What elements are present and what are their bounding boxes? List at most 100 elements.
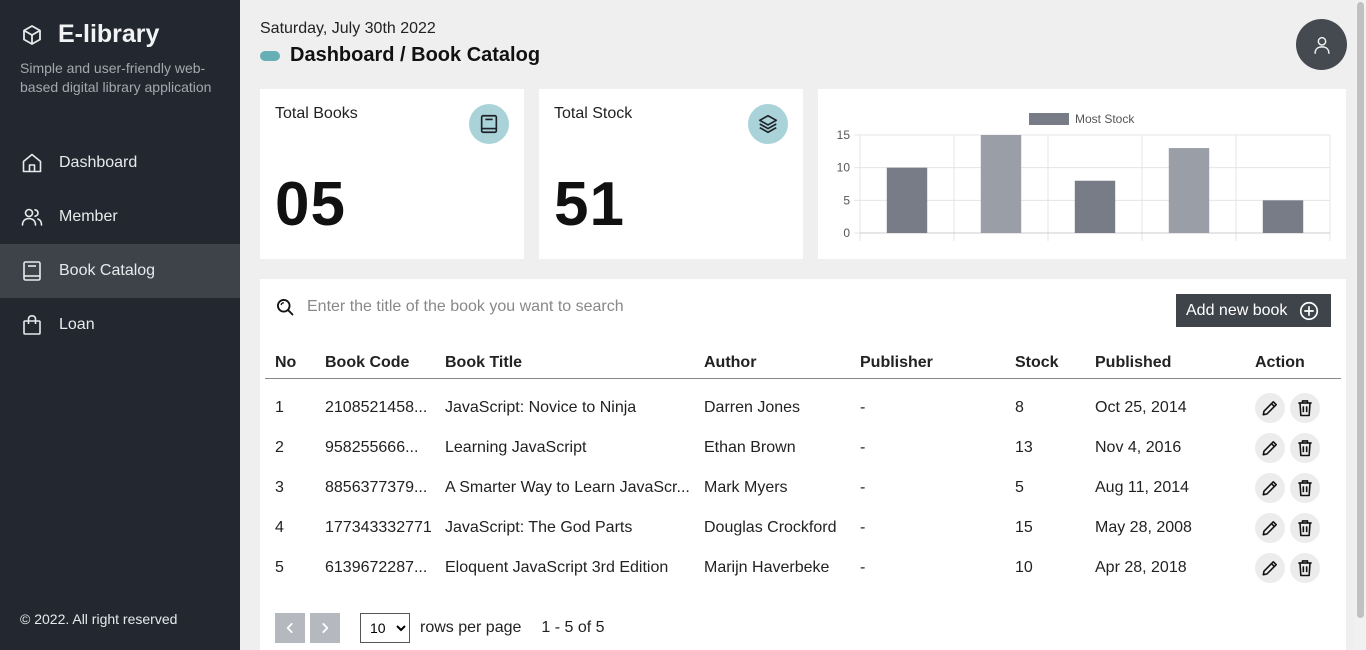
stock: 8: [1015, 399, 1024, 417]
stock-cell: 13: [1015, 428, 1095, 468]
legend-label: Most Stock: [1075, 112, 1135, 126]
most-stock-chart-card: 0 5 10 15 Most Stock: [818, 89, 1346, 259]
copyright-footer: © 2022. All right reserved: [20, 611, 178, 627]
column-header-author[interactable]: Author: [704, 348, 860, 379]
brand[interactable]: E-library: [20, 20, 159, 49]
add-new-book-label: Add new book: [1186, 301, 1288, 319]
sidebar-item-label: Dashboard: [59, 154, 138, 171]
book-code-cell: 958255666...: [325, 428, 445, 468]
table-row: 4 177343332771 JavaScript: The God Parts Do…: [265, 508, 1341, 548]
legend-swatch: [1029, 113, 1069, 125]
delete-button[interactable]: [1290, 393, 1320, 424]
action-cell: [1255, 428, 1341, 468]
page-title: Dashboard / Book Catalog: [290, 44, 541, 66]
stock: 10: [1015, 559, 1033, 576]
published-date: Nov 4, 2016: [1095, 439, 1182, 456]
author: Marijn Haverbeke: [704, 559, 830, 576]
published-date-cell: Aug 11, 2014: [1095, 468, 1255, 508]
publisher-cell: -: [860, 428, 1015, 468]
table-row: 1 2108521458... JavaScript: Novice to Ninj…: [265, 378, 1341, 428]
bag-icon: [23, 315, 41, 335]
y-tick-label: 10: [837, 161, 851, 175]
total-stock-value: 51: [554, 170, 625, 239]
column-header-book-title[interactable]: Book Title: [445, 348, 704, 379]
total-stock-card: Total Stock 51: [539, 89, 803, 259]
action-cell: [1255, 548, 1341, 588]
chart-bar: [1168, 148, 1210, 233]
column-header-publisher[interactable]: Publisher: [860, 348, 1015, 379]
search-input[interactable]: [307, 298, 907, 316]
author-cell: Marijn Haverbeke: [704, 548, 860, 588]
column-header-book-code[interactable]: Book Code: [325, 348, 445, 379]
edit-button[interactable]: [1255, 553, 1285, 583]
row-no-cell: 1: [265, 378, 325, 428]
book-code-cell: 177343332771: [325, 508, 445, 548]
total-books-label: Total Books: [275, 105, 358, 122]
scrollbar-thumb[interactable]: [1357, 2, 1364, 618]
pencil-icon: [1262, 561, 1277, 576]
sidebar-item-label: Member: [59, 208, 118, 225]
previous-page-button[interactable]: [275, 613, 305, 643]
delete-button[interactable]: [1290, 433, 1320, 463]
book-code-cell: 2108521458...: [325, 378, 445, 428]
stock: 15: [1015, 519, 1033, 536]
stock: 5: [1015, 479, 1024, 496]
row-no-cell: 2: [265, 428, 325, 468]
current-date: Saturday, July 30th 2022: [260, 20, 436, 37]
next-page-button[interactable]: [310, 613, 340, 643]
sidebar-item-label: Loan: [59, 316, 95, 333]
pencil-icon: [1262, 521, 1277, 536]
users-icon: [21, 208, 43, 226]
published-date-cell: Apr 28, 2018: [1095, 548, 1255, 588]
book-code: 8856377379...: [325, 479, 428, 496]
published-date: Apr 28, 2018: [1095, 559, 1187, 576]
author-cell: Douglas Crockford: [704, 508, 860, 548]
chart-bar: [1262, 200, 1304, 233]
action-cell: [1255, 468, 1341, 508]
published-date-cell: May 28, 2008: [1095, 508, 1255, 548]
book-title: A Smarter Way to Learn JavaScr...: [445, 479, 690, 496]
plus-circle-icon: [1299, 301, 1319, 321]
sidebar-item-member[interactable]: Member: [0, 190, 240, 244]
edit-button[interactable]: [1255, 473, 1285, 503]
column-header-stock[interactable]: Stock: [1015, 348, 1095, 379]
layers-icon: [758, 114, 778, 134]
trash-icon: [1298, 400, 1312, 417]
author: Douglas Crockford: [704, 519, 837, 536]
publisher-cell: -: [860, 508, 1015, 548]
table-row: 2 958255666... Learning JavaScript Ethan Br…: [265, 428, 1341, 468]
sidebar-item-book-catalog[interactable]: Book Catalog: [0, 244, 240, 298]
page-scrollbar[interactable]: [1355, 0, 1366, 650]
book-title-cell: Eloquent JavaScript 3rd Edition: [445, 548, 704, 588]
author: Mark Myers: [704, 479, 788, 496]
sidebar-item-loan[interactable]: Loan: [0, 298, 240, 352]
book-code: 177343332771: [325, 519, 432, 536]
delete-button[interactable]: [1290, 553, 1320, 583]
delete-button[interactable]: [1290, 513, 1320, 543]
cube-icon: [23, 24, 41, 45]
y-tick-label: 15: [837, 128, 851, 142]
edit-button[interactable]: [1255, 513, 1285, 543]
book-title: Learning JavaScript: [445, 439, 587, 456]
delete-button[interactable]: [1290, 473, 1320, 503]
column-header-no[interactable]: No: [265, 348, 325, 379]
search-icon: [277, 299, 294, 316]
sidebar-item-dashboard[interactable]: Dashboard: [0, 136, 240, 190]
book-title-cell: JavaScript: The God Parts: [445, 508, 704, 548]
pencil-icon: [1262, 481, 1277, 496]
book-code-cell: 8856377379...: [325, 468, 445, 508]
column-header-published[interactable]: Published: [1095, 348, 1255, 379]
avatar[interactable]: [1296, 19, 1347, 70]
pagination: 10 rows per page 1 - 5 of 5: [275, 613, 605, 643]
book-title: Eloquent JavaScript 3rd Edition: [445, 559, 669, 576]
rows-per-page-select[interactable]: 10: [360, 613, 410, 643]
search-bar: [275, 297, 907, 317]
edit-button[interactable]: [1255, 433, 1285, 463]
trash-icon: [1298, 560, 1312, 577]
publisher: -: [860, 399, 866, 417]
stock-cell: 15: [1015, 508, 1095, 548]
pencil-icon: [1262, 401, 1277, 416]
add-new-book-button[interactable]: Add new book: [1176, 294, 1331, 327]
edit-button[interactable]: [1255, 393, 1285, 424]
row-no: 4: [275, 519, 284, 536]
